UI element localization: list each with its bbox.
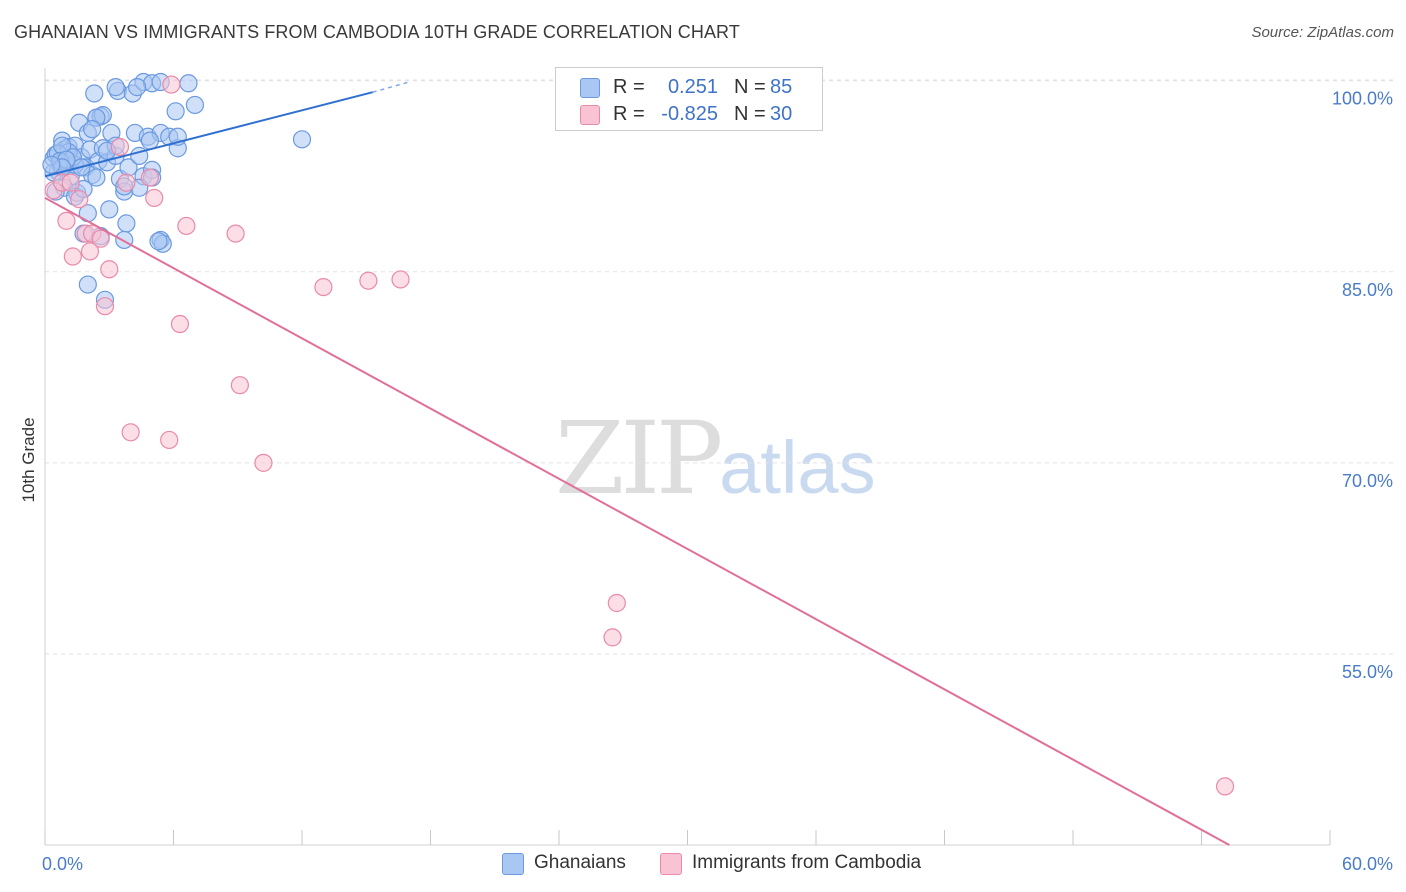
trend-line-ghanaians (44, 91, 373, 178)
legend-swatch-cambodia (580, 105, 600, 125)
point-cambodia (226, 224, 245, 243)
point-cambodia (70, 190, 89, 209)
correlation-legend: R = 0.251 N = 85 R = -0.825 N = 30 (555, 67, 823, 131)
point-cambodia (230, 376, 249, 395)
point-cambodia (121, 423, 140, 442)
point-ghanaians (149, 232, 168, 251)
point-cambodia (254, 453, 273, 472)
source-label: Source: ZipAtlas.com (1251, 24, 1394, 41)
point-ghanaians (100, 200, 119, 219)
point-ghanaians (78, 275, 97, 294)
point-cambodia (603, 628, 622, 647)
point-ghanaians (179, 74, 198, 93)
point-cambodia (100, 260, 119, 279)
point-cambodia (63, 247, 82, 266)
point-cambodia (117, 173, 136, 192)
legend-n-value: 30 (770, 103, 793, 125)
point-cambodia (1215, 777, 1235, 796)
x-tick-label: 0.0% (42, 854, 83, 874)
legend-row-cambodia: R = -0.825 N = 30 (556, 101, 822, 129)
point-cambodia (61, 173, 80, 192)
point-ghanaians (115, 230, 134, 250)
point-ghanaians (42, 155, 61, 174)
watermark-zip: ZIP (555, 400, 723, 517)
legend-r-label: R = (613, 76, 645, 98)
point-ghanaians (140, 131, 160, 150)
point-ghanaians (185, 95, 205, 115)
trend-line-ghanaians-extension (372, 81, 410, 93)
point-ghanaians (117, 214, 136, 233)
point-ghanaians (83, 120, 102, 139)
point-cambodia (162, 75, 181, 94)
y-tick-label: 70.0% (1342, 471, 1393, 491)
point-ghanaians (166, 102, 185, 121)
x-tick-label: 60.0% (1342, 854, 1393, 874)
point-cambodia (95, 297, 115, 316)
trend-line-cambodia (44, 197, 1230, 846)
y-tick-label: 55.0% (1342, 662, 1393, 682)
legend-swatch-ghanaians (580, 78, 600, 98)
y-tick-label: 100.0% (1332, 89, 1393, 109)
legend-row-ghanaians: R = 0.251 N = 85 (556, 74, 822, 102)
trend-lines (44, 81, 1230, 846)
watermark: ZIPatlas (555, 400, 876, 517)
legend-swatch-ghanaians (502, 853, 524, 875)
data-points (42, 72, 1235, 796)
point-cambodia (140, 168, 160, 187)
chart-title: GHANAIAN VS IMMIGRANTS FROM CAMBODIA 10T… (14, 22, 740, 42)
legend-label-ghanaians: Ghanaians (534, 852, 626, 873)
y-axis-label: 10th Grade (19, 417, 38, 502)
y-tick-label: 85.0% (1342, 280, 1393, 300)
point-cambodia (145, 188, 164, 208)
tick-labels: 100.0% 85.0% 70.0% 55.0% 0.0% 60.0% (42, 89, 1393, 874)
point-cambodia (359, 271, 378, 290)
point-ghanaians (292, 130, 312, 149)
point-ghanaians (106, 78, 125, 97)
point-ghanaians (85, 84, 104, 103)
legend-label-cambodia: Immigrants from Cambodia (692, 852, 922, 873)
point-cambodia (57, 211, 76, 230)
legend-r-label: R = (613, 103, 645, 125)
point-ghanaians (127, 78, 147, 97)
legend-n-label: N = (734, 76, 766, 98)
point-cambodia (80, 242, 100, 261)
legend-n-label: N = (734, 103, 766, 125)
point-cambodia (391, 270, 410, 289)
point-cambodia (110, 137, 130, 157)
point-ghanaians (87, 168, 106, 187)
point-cambodia (170, 314, 190, 334)
point-cambodia (91, 229, 110, 248)
point-cambodia (177, 216, 196, 236)
axes (44, 68, 1331, 846)
point-cambodia (160, 430, 179, 450)
legend-swatch-cambodia (660, 853, 682, 875)
point-cambodia (314, 277, 333, 297)
point-cambodia (607, 593, 626, 613)
watermark-atlas: atlas (719, 426, 876, 509)
legend-r-value: -0.825 (661, 103, 718, 125)
legend-n-value: 85 (770, 76, 793, 98)
legend-r-value: 0.251 (667, 76, 718, 98)
